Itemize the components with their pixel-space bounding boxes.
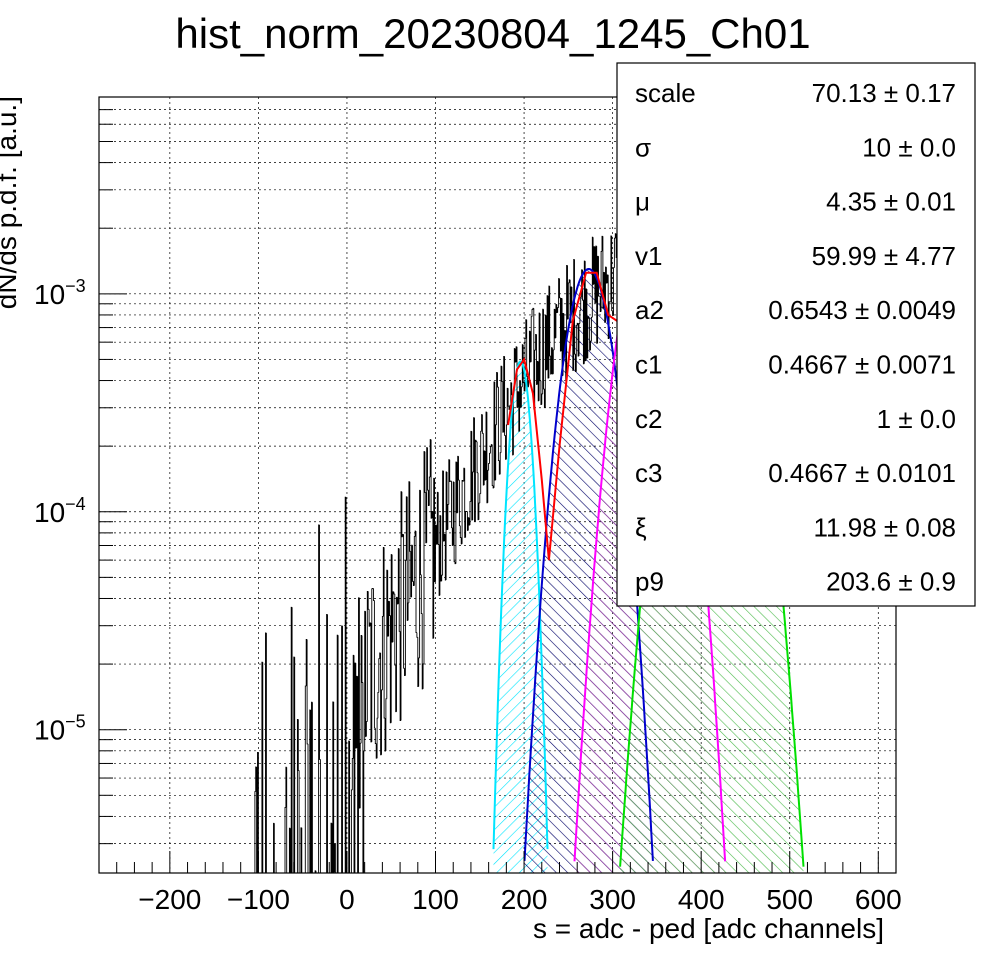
stat-name: a2 bbox=[635, 295, 664, 325]
stat-value: 70.13 ± 0.17 bbox=[812, 78, 956, 108]
stat-name: ξ bbox=[635, 512, 647, 542]
x-tick-label: 100 bbox=[412, 884, 459, 915]
stat-name: scale bbox=[635, 78, 696, 108]
stat-name: μ bbox=[635, 187, 650, 217]
stat-name: p9 bbox=[635, 567, 664, 597]
stat-value: 0.4667 ± 0.0101 bbox=[768, 458, 956, 488]
stat-name: v1 bbox=[635, 241, 662, 271]
fit-stats-box: scale 70.13 ± 0.17 σ 10 ± 0.0 μ 4.35 ± 0.01 v1… bbox=[616, 62, 976, 607]
stats-box-frame bbox=[616, 62, 976, 607]
y-axis-label: dN/ds p.d.f. [a.u.] bbox=[0, 96, 22, 309]
stat-name: c1 bbox=[635, 350, 662, 380]
chart-title: hist_norm_20230804_1245_Ch01 bbox=[175, 10, 810, 57]
x-tick-label: 200 bbox=[501, 884, 548, 915]
stat-value: 203.6 ± 0.9 bbox=[826, 567, 956, 597]
x-tick-label: 500 bbox=[766, 884, 813, 915]
y-axis: 10−3 10−4 10−5 bbox=[34, 96, 127, 845]
histogram-bars bbox=[254, 197, 641, 873]
x-axis-label: s = adc - ped [adc channels] bbox=[533, 913, 884, 944]
x-tick-label: 600 bbox=[855, 884, 902, 915]
x-tick-label: −100 bbox=[227, 884, 290, 915]
stat-value: 0.6543 ± 0.0049 bbox=[768, 295, 956, 325]
stat-name: σ bbox=[635, 132, 651, 162]
histogram bbox=[254, 197, 641, 873]
stat-name: c2 bbox=[635, 404, 662, 434]
y-tick-label: 10−3 bbox=[34, 276, 86, 310]
x-axis: −200 −100 0 100 200 300 400 500 600 bbox=[98, 851, 902, 915]
stat-value: 10 ± 0.0 bbox=[862, 132, 956, 162]
stat-value: 11.98 ± 0.08 bbox=[814, 512, 956, 542]
y-tick-label: 10−5 bbox=[34, 712, 86, 746]
stat-value: 4.35 ± 0.01 bbox=[826, 187, 956, 217]
stat-value: 1 ± 0.0 bbox=[877, 404, 956, 434]
x-tick-label: 300 bbox=[589, 884, 636, 915]
component-cyan-curve bbox=[492, 360, 549, 850]
y-tick-label: 10−4 bbox=[34, 494, 86, 528]
x-tick-label: −200 bbox=[138, 884, 201, 915]
x-tick-label: 400 bbox=[678, 884, 725, 915]
x-tick-label: 0 bbox=[339, 884, 355, 915]
stat-value: 0.4667 ± 0.0071 bbox=[768, 350, 956, 380]
stat-name: c3 bbox=[635, 458, 662, 488]
stat-value: 59.99 ± 4.77 bbox=[812, 241, 956, 271]
